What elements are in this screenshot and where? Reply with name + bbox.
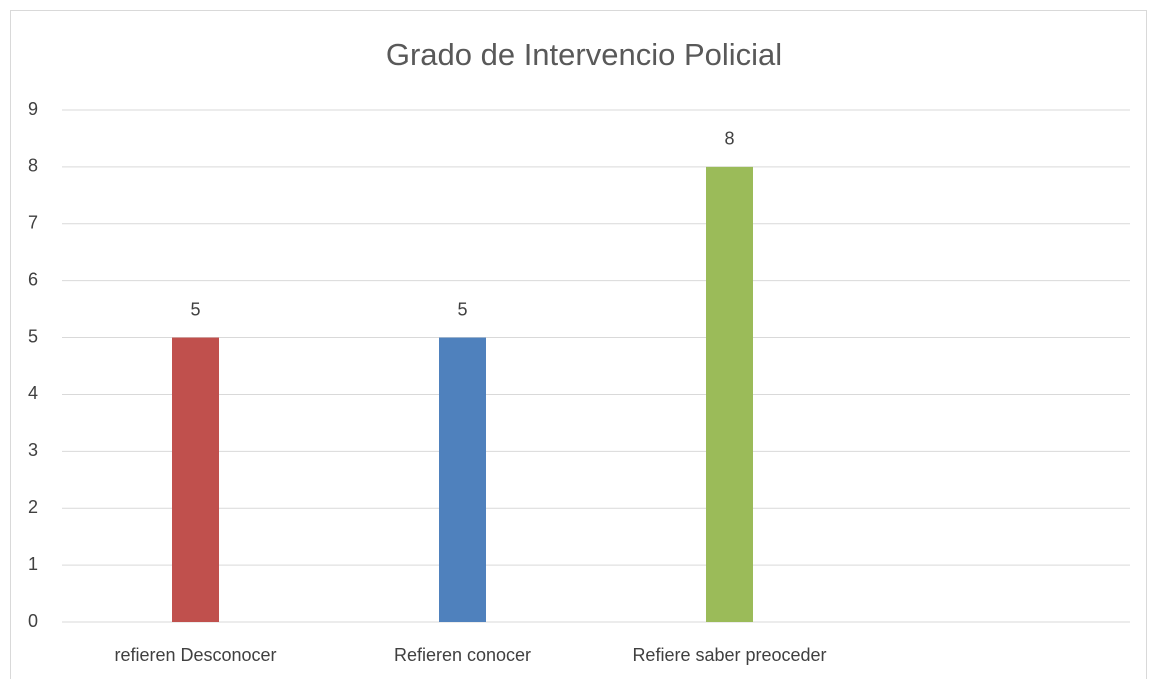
data-label: 8 bbox=[724, 129, 734, 149]
bar bbox=[172, 337, 219, 622]
y-tick-label: 1 bbox=[28, 554, 38, 574]
y-tick-label: 3 bbox=[28, 440, 38, 460]
y-tick-label: 4 bbox=[28, 383, 38, 403]
x-tick-label: refieren Desconocer bbox=[114, 645, 276, 665]
y-tick-label: 8 bbox=[28, 156, 38, 176]
y-tick-label: 5 bbox=[28, 326, 38, 346]
y-tick-label: 7 bbox=[28, 213, 38, 233]
y-tick-label: 0 bbox=[28, 611, 38, 631]
y-tick-label: 2 bbox=[28, 497, 38, 517]
chart-title: Grado de Intervencio Policial bbox=[386, 37, 782, 72]
y-tick-label: 9 bbox=[28, 99, 38, 119]
x-tick-label: Refieren conocer bbox=[394, 645, 531, 665]
bar bbox=[706, 166, 753, 622]
y-tick-label: 6 bbox=[28, 269, 38, 289]
data-label: 5 bbox=[457, 299, 467, 319]
data-label: 5 bbox=[190, 299, 200, 319]
x-tick-label: Refiere saber preoceder bbox=[632, 645, 826, 665]
bar bbox=[439, 337, 486, 622]
